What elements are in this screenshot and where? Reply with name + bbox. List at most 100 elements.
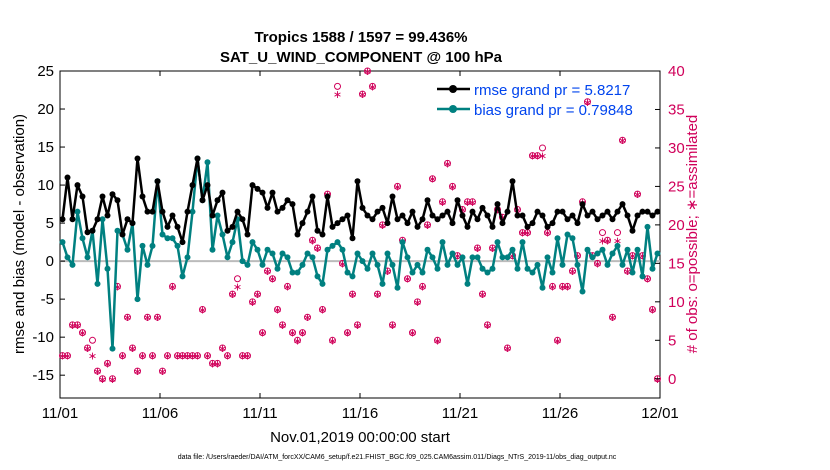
obs-possible-marker bbox=[264, 267, 271, 275]
rmse-point bbox=[609, 216, 616, 223]
y2-tick-label: 25 bbox=[668, 178, 685, 195]
bias-point bbox=[309, 254, 316, 261]
obs-assimilated-marker: ∗ bbox=[558, 281, 567, 293]
obs-possible-marker bbox=[79, 329, 86, 337]
bias-point bbox=[284, 254, 291, 261]
y2-tick-label: 40 bbox=[668, 63, 685, 80]
obs-possible-marker bbox=[244, 352, 251, 360]
bias-point bbox=[524, 265, 531, 272]
rmse-point bbox=[554, 208, 561, 215]
obs-assimilated-marker: ∗ bbox=[528, 151, 537, 163]
y-tick-label: 10 bbox=[37, 177, 54, 194]
rmse-point bbox=[429, 212, 436, 219]
bias-point bbox=[294, 269, 301, 276]
bias-point bbox=[509, 246, 516, 253]
rmse-point bbox=[119, 231, 126, 238]
obs-assimilated-marker: ∗ bbox=[83, 343, 92, 355]
obs-assimilated-marker: ∗ bbox=[108, 374, 117, 386]
rmse-point bbox=[364, 212, 371, 219]
rmse-point bbox=[174, 223, 181, 230]
y2-tick-label: 5 bbox=[668, 332, 676, 349]
obs-possible-marker bbox=[304, 313, 311, 321]
obs-assimilated-marker: ∗ bbox=[68, 320, 77, 332]
bias-point bbox=[124, 246, 131, 253]
obs-possible-marker bbox=[549, 282, 556, 290]
rmse-point bbox=[644, 208, 651, 215]
obs-assimilated-marker: ∗ bbox=[568, 266, 577, 278]
rmse-point bbox=[159, 208, 166, 215]
obs-possible-marker bbox=[359, 90, 366, 98]
bias-point bbox=[369, 250, 376, 257]
obs-assimilated-marker: ∗ bbox=[283, 281, 292, 293]
rmse-point bbox=[274, 208, 281, 215]
obs-assimilated-marker: ∗ bbox=[278, 320, 287, 332]
obs-assimilated-marker: ∗ bbox=[353, 320, 362, 332]
bias-point bbox=[539, 284, 546, 291]
bias-point bbox=[344, 269, 351, 276]
obs-possible-marker bbox=[364, 67, 371, 75]
obs-possible-marker bbox=[289, 329, 296, 337]
rmse-point bbox=[359, 204, 366, 211]
obs-assimilated-marker: ∗ bbox=[298, 328, 307, 340]
rmse-point bbox=[199, 197, 206, 204]
obs-assimilated-marker: ∗ bbox=[473, 243, 482, 255]
bias-point bbox=[349, 273, 356, 280]
obs-assimilated-marker: ∗ bbox=[98, 374, 107, 386]
obs-possible-marker bbox=[404, 275, 411, 283]
obs-assimilated-marker: ∗ bbox=[383, 266, 392, 278]
obs-possible-marker bbox=[204, 352, 211, 360]
obs-possible-marker bbox=[284, 282, 291, 290]
obs-assimilated-marker: ∗ bbox=[158, 366, 167, 378]
bias-point bbox=[359, 258, 366, 265]
obs-possible-marker bbox=[344, 329, 351, 337]
rmse-point bbox=[529, 220, 536, 227]
rmse-point bbox=[494, 201, 501, 208]
obs-assimilated-marker: ∗ bbox=[638, 251, 647, 263]
obs-possible-marker bbox=[464, 198, 471, 206]
rmse-point bbox=[314, 227, 321, 234]
obs-possible-marker bbox=[99, 375, 106, 383]
bias-point bbox=[434, 265, 441, 272]
bias-point bbox=[269, 250, 276, 257]
rmse-point bbox=[419, 216, 426, 223]
bias-point bbox=[549, 269, 556, 276]
bias-point bbox=[214, 212, 221, 219]
rmse-point bbox=[509, 178, 516, 185]
x-tick-label: 11/21 bbox=[442, 405, 478, 422]
obs-assimilated-marker: ∗ bbox=[338, 258, 347, 270]
obs-possible-marker bbox=[214, 359, 221, 367]
obs-assimilated-marker: ∗ bbox=[408, 328, 417, 340]
obs-possible-marker bbox=[309, 236, 316, 244]
bias-point bbox=[114, 227, 121, 234]
obs-possible-marker bbox=[59, 352, 66, 360]
obs-possible-marker bbox=[219, 344, 226, 352]
obs-possible-marker bbox=[84, 344, 91, 352]
y-tick-label: 25 bbox=[37, 63, 54, 80]
y-tick-label: 15 bbox=[37, 139, 54, 156]
bias-point bbox=[484, 269, 491, 276]
rmse-point bbox=[614, 208, 621, 215]
obs-assimilated-marker: ∗ bbox=[643, 274, 652, 286]
obs-possible-marker bbox=[504, 344, 511, 352]
rmse-point bbox=[244, 231, 251, 238]
x-tick-label: 11/06 bbox=[142, 405, 178, 422]
obs-assimilated-marker: ∗ bbox=[173, 351, 182, 363]
obs-assimilated-marker: ∗ bbox=[543, 228, 552, 240]
obs-assimilated-marker: ∗ bbox=[618, 135, 627, 147]
rmse-point bbox=[289, 201, 296, 208]
y2-tick-label: 0 bbox=[668, 371, 676, 388]
obs-possible-marker bbox=[199, 306, 206, 314]
rmse-point bbox=[654, 208, 661, 215]
obs-assimilated-marker: ∗ bbox=[633, 189, 642, 201]
rmse-point bbox=[269, 189, 276, 196]
obs-assimilated-marker: ∗ bbox=[608, 312, 617, 324]
obs-assimilated-marker: ∗ bbox=[388, 320, 397, 332]
obs-assimilated-marker: ∗ bbox=[203, 351, 212, 363]
obs-assimilated-marker: ∗ bbox=[573, 251, 582, 263]
bias-point bbox=[339, 246, 346, 253]
rmse-point bbox=[414, 223, 421, 230]
rmse-point bbox=[144, 208, 151, 215]
bias-point bbox=[519, 239, 526, 246]
rmse-point bbox=[219, 189, 226, 196]
x-axis-label: Nov.01,2019 00:00:00 start bbox=[270, 429, 451, 446]
